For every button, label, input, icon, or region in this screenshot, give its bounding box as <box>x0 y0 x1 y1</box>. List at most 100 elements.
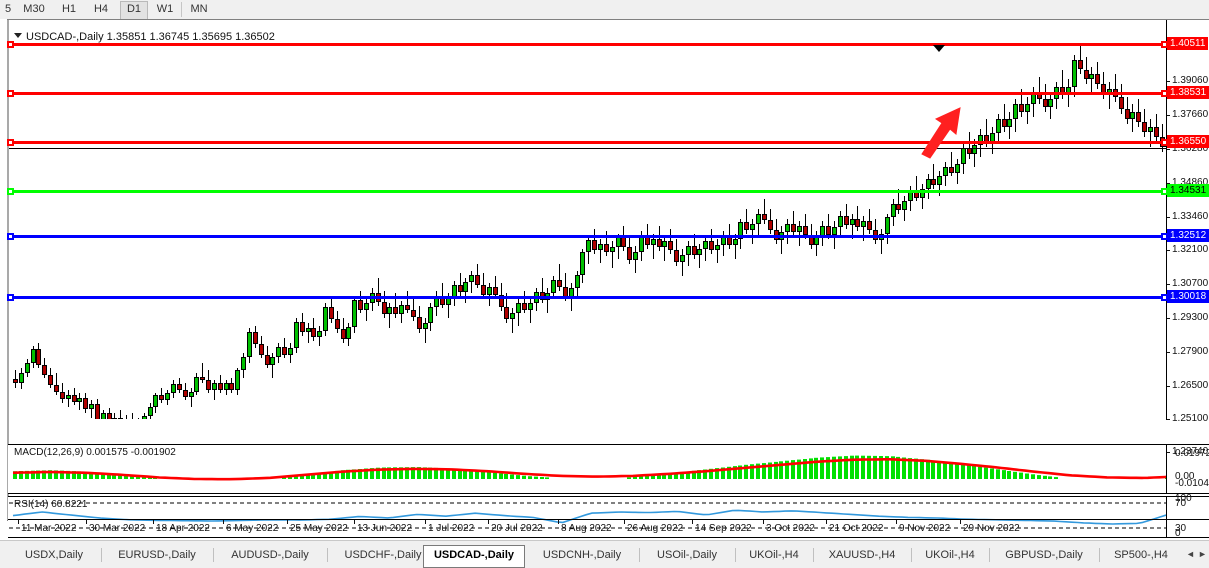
candle-bullish <box>387 307 392 314</box>
price-tick-dash <box>1167 284 1170 285</box>
candle-bearish <box>481 285 486 295</box>
symbol-tab-ukoil-h4[interactable]: UKOil-,H4 <box>738 545 810 566</box>
candle-wick <box>407 291 408 313</box>
candle-bullish <box>101 413 106 419</box>
timeframe-button-5[interactable]: 5 <box>0 1 16 18</box>
candle-bullish <box>902 201 907 210</box>
level-line-handle[interactable] <box>7 90 14 97</box>
price-tick-label: 1.37660 <box>1172 109 1208 120</box>
candle-bullish <box>352 300 357 327</box>
candle-bullish <box>516 303 521 313</box>
candle-bullish <box>633 252 638 259</box>
candle-bullish <box>662 241 667 247</box>
symbol-tab-bar[interactable]: ◄ ► USDX,Daily EURUSD-,Daily AUDUSD-,Daily… <box>0 540 1209 568</box>
candle-wick <box>781 226 782 253</box>
candle-bearish <box>42 365 47 375</box>
timeframe-button-d1[interactable]: D1 <box>120 1 148 20</box>
candle-bullish <box>575 275 580 289</box>
candle-bearish <box>259 344 264 355</box>
tab-separator <box>735 548 736 562</box>
level-line-handle[interactable] <box>7 139 14 146</box>
macd-subwindow[interactable]: MACD(12,26,9) 0.001575 -0.001902 0.01972… <box>8 444 1209 494</box>
candle-bullish <box>428 307 433 323</box>
symbol-tab-usdchf-daily[interactable]: USDCHF-,Daily <box>330 545 436 566</box>
chart-area[interactable]: USDCAD-,Daily 1.35851 1.36745 1.35695 1.… <box>0 19 1209 540</box>
price-tick: 1.30700 <box>1167 278 1208 289</box>
candle-bearish <box>183 390 188 397</box>
candle-bearish <box>744 222 749 229</box>
candle-bearish <box>791 224 796 233</box>
tab-separator <box>989 548 990 562</box>
candle-bearish <box>329 307 334 319</box>
tab-nav-next-icon[interactable]: ► <box>1198 549 1207 559</box>
candle-bearish <box>118 418 123 419</box>
candle-bullish <box>247 332 252 357</box>
level-line-handle[interactable] <box>7 233 14 240</box>
timeframe-button-h1[interactable]: H1 <box>56 1 82 18</box>
candle-wick <box>933 164 934 189</box>
candle-bullish <box>996 119 1001 133</box>
date-tick-label: 1 Jul 2022 <box>428 523 474 534</box>
candle-bullish <box>399 305 404 315</box>
timeframe-button-mn[interactable]: MN <box>184 1 214 18</box>
symbol-tab-eurusd-daily[interactable]: EURUSD-,Daily <box>104 545 210 566</box>
candle-bearish <box>522 303 527 309</box>
date-tick-mark <box>558 520 559 524</box>
candle-bearish <box>844 216 849 225</box>
candlestick-plot[interactable] <box>9 20 1166 419</box>
symbol-tab-audusd-daily[interactable]: AUDUSD-,Daily <box>216 545 324 566</box>
level-line-handle[interactable] <box>7 41 14 48</box>
tab-nav-prev-icon[interactable]: ◄ <box>1186 549 1195 559</box>
date-tick-label: 25 May 2022 <box>290 523 348 534</box>
symbol-tab-usdcad-daily[interactable]: USDCAD-,Daily <box>423 545 525 568</box>
toolbar-separator <box>181 2 182 17</box>
price-tick-dash <box>1167 115 1170 116</box>
candle-wick <box>366 298 367 320</box>
timeframe-button-m30[interactable]: M30 <box>18 1 50 18</box>
candle-wick <box>512 308 513 333</box>
date-tick-mark <box>826 520 827 524</box>
candle-bearish <box>493 287 498 294</box>
price-tick: 1.37660 <box>1167 109 1208 120</box>
bullish-arrow[interactable] <box>912 98 982 163</box>
symbol-tab-usoil-daily[interactable]: USOil-,Daily <box>642 545 732 566</box>
candle-bearish <box>768 220 773 230</box>
symbol-tab-usdcnh-daily[interactable]: USDCNH-,Daily <box>528 545 636 566</box>
candle-bullish <box>469 275 474 282</box>
price-label-support-1-30018: 1.30018 <box>1167 290 1209 303</box>
date-tick-mark <box>153 520 154 524</box>
level-line-bar <box>9 141 1166 144</box>
symbol-tab-gbpusd-daily[interactable]: GBPUSD-,Daily <box>992 545 1096 566</box>
candle-wick <box>764 199 765 224</box>
price-tick-dash <box>1167 149 1170 150</box>
candle-wick <box>682 249 683 276</box>
symbol-tab-xauusd-h4[interactable]: XAUUSD-,H4 <box>816 545 908 566</box>
level-line-handle[interactable] <box>7 294 14 301</box>
candle-bullish <box>680 255 685 262</box>
collapse-triangle-icon[interactable] <box>14 33 22 38</box>
candle-bullish <box>423 323 428 329</box>
candle-bullish <box>235 370 240 389</box>
price-tick-dash <box>1167 81 1170 82</box>
candle-bullish <box>510 313 515 319</box>
candle-wick <box>881 229 882 254</box>
price-tick: 1.25100 <box>1167 413 1208 424</box>
date-tick-label: 6 May 2022 <box>226 523 278 534</box>
level-line-bar <box>9 235 1166 238</box>
symbol-tab-sp500-h4[interactable]: SP500-,H4 <box>1102 545 1180 566</box>
chart-marker-icon[interactable] <box>933 45 945 52</box>
timeframe-button-h4[interactable]: H4 <box>88 1 114 18</box>
level-line-handle[interactable] <box>7 188 14 195</box>
candle-bearish <box>604 244 609 253</box>
candle-bullish <box>797 226 802 232</box>
candle-bearish <box>393 307 398 314</box>
candle-bearish <box>300 322 305 332</box>
date-tick-mark <box>624 520 625 524</box>
candle-bearish <box>83 398 88 409</box>
symbol-tab-ukoil-h4[interactable]: UKOil-,H4 <box>914 545 986 566</box>
timeframe-button-w1[interactable]: W1 <box>152 1 178 18</box>
macd-label: MACD(12,26,9) 0.001575 -0.001902 <box>14 447 176 458</box>
symbol-tab-usdx-daily[interactable]: USDX,Daily <box>10 545 98 566</box>
candle-bullish <box>715 245 720 250</box>
